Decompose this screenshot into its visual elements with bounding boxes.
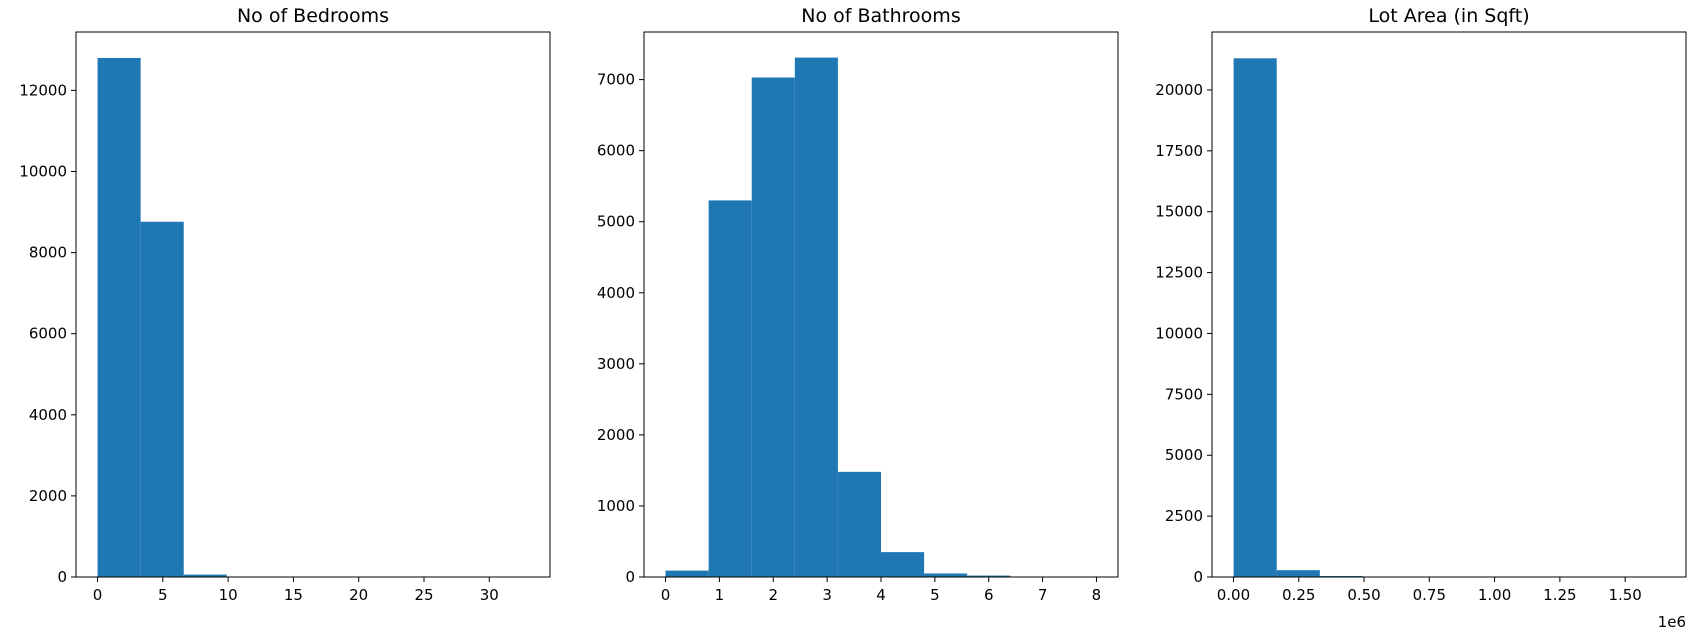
- bathrooms-x-tick-label: 5: [930, 586, 940, 604]
- lot-area-x-tick-label: 0.75: [1413, 586, 1446, 604]
- bedrooms-y-tick-label: 10000: [19, 162, 67, 180]
- bedrooms-axes-frame: [75, 31, 551, 578]
- bedrooms-bar: [97, 57, 141, 577]
- bathrooms-y-tick-label: 4000: [597, 284, 635, 302]
- bathrooms-y-tick-label: 7000: [597, 71, 635, 89]
- lot-area-y-tick-label: 17500: [1155, 142, 1203, 160]
- lot-area-x-offset-label: 1e6: [1658, 613, 1686, 631]
- bathrooms-bar: [837, 471, 881, 577]
- lot-area-x-tick-label: 0.50: [1347, 586, 1380, 604]
- bedrooms-x-tick-label: 5: [158, 586, 168, 604]
- lot-area-y-tick-label: 7500: [1165, 385, 1203, 403]
- bedrooms-x-tick-label: 0: [93, 586, 103, 604]
- bathrooms-x-tick-label: 1: [715, 586, 725, 604]
- lot-area-x-tick-label: 1.00: [1478, 586, 1511, 604]
- bathrooms-y-tick-label: 6000: [597, 142, 635, 160]
- lot-area-bar: [1233, 58, 1277, 578]
- bathrooms-y-tick-label: 0: [625, 568, 635, 586]
- lot-area-y-tick-label: 5000: [1165, 446, 1203, 464]
- bedrooms-y-tick-label: 0: [57, 568, 67, 586]
- bathrooms-x-tick-label: 7: [1038, 586, 1048, 604]
- bathrooms-y-tick-label: 5000: [597, 213, 635, 231]
- lot-area-bar: [1276, 570, 1320, 577]
- lot-area-y-tick-label: 2500: [1165, 507, 1203, 525]
- bedrooms-x-tick-label: 15: [284, 586, 303, 604]
- bathrooms-bar: [881, 552, 925, 577]
- bathrooms-y-tick-label: 3000: [597, 355, 635, 373]
- bathrooms-x-tick-label: 0: [661, 586, 671, 604]
- bedrooms-chart-title: No of Bedrooms: [237, 5, 389, 27]
- bathrooms-histogram-panel: 0 1 2 3 4 5 6 7 8 0 1000 2000 3000 4000 5000 6000 7000 No…: [597, 5, 1119, 604]
- bathrooms-y-tick-label: 2000: [597, 426, 635, 444]
- lot-area-axes-frame: [1211, 31, 1687, 578]
- bedrooms-histogram-panel: 0 5 10 15 20 25 30 0 2000 4000 6000 8000 10000 12000 N…: [19, 5, 551, 604]
- bedrooms-bar: [140, 221, 184, 577]
- lot-area-histogram-panel: 0.00 0.25 0.50 0.75 1.00 1.25 1.50 0 2500 5000 750…: [1155, 5, 1687, 631]
- bedrooms-x-tick-label: 10: [219, 586, 238, 604]
- bedrooms-bar: [183, 574, 227, 577]
- bathrooms-x-tick-label: 2: [768, 586, 778, 604]
- bathrooms-bar: [708, 200, 752, 577]
- lot-area-x-tick-label: 0.25: [1282, 586, 1315, 604]
- bedrooms-x-tick-label: 20: [349, 586, 368, 604]
- bedrooms-y-tick-label: 12000: [19, 81, 67, 99]
- bedrooms-y-tick-label: 2000: [29, 487, 67, 505]
- bedrooms-y-tick-label: 6000: [29, 325, 67, 343]
- bedrooms-x-tick-label: 30: [480, 586, 499, 604]
- lot-area-x-tick-label: 1.50: [1608, 586, 1641, 604]
- bedrooms-y-tick-label: 8000: [29, 244, 67, 262]
- bathrooms-bar: [794, 57, 838, 577]
- bathrooms-bar: [924, 573, 968, 577]
- bathrooms-x-tick-label: 6: [984, 586, 994, 604]
- bathrooms-bar: [967, 575, 1011, 577]
- bathrooms-bar: [665, 570, 709, 577]
- bathrooms-chart-title: No of Bathrooms: [801, 5, 960, 27]
- lot-area-chart-title: Lot Area (in Sqft): [1368, 5, 1529, 27]
- lot-area-y-tick-label: 20000: [1155, 81, 1203, 99]
- bathrooms-x-tick-label: 3: [822, 586, 832, 604]
- bathrooms-x-tick-label: 8: [1092, 586, 1102, 604]
- lot-area-x-tick-label: 0.00: [1217, 586, 1250, 604]
- bedrooms-x-tick-label: 25: [414, 586, 433, 604]
- lot-area-x-tick-label: 1.25: [1543, 586, 1576, 604]
- bathrooms-y-tick-label: 1000: [597, 497, 635, 515]
- lot-area-y-tick-label: 12500: [1155, 264, 1203, 282]
- bathrooms-x-tick-label: 4: [876, 586, 886, 604]
- lot-area-y-tick-label: 0: [1193, 568, 1203, 586]
- lot-area-y-tick-label: 15000: [1155, 203, 1203, 221]
- bedrooms-y-tick-label: 4000: [29, 406, 67, 424]
- bathrooms-bar: [751, 77, 795, 577]
- lot-area-y-tick-label: 10000: [1155, 324, 1203, 342]
